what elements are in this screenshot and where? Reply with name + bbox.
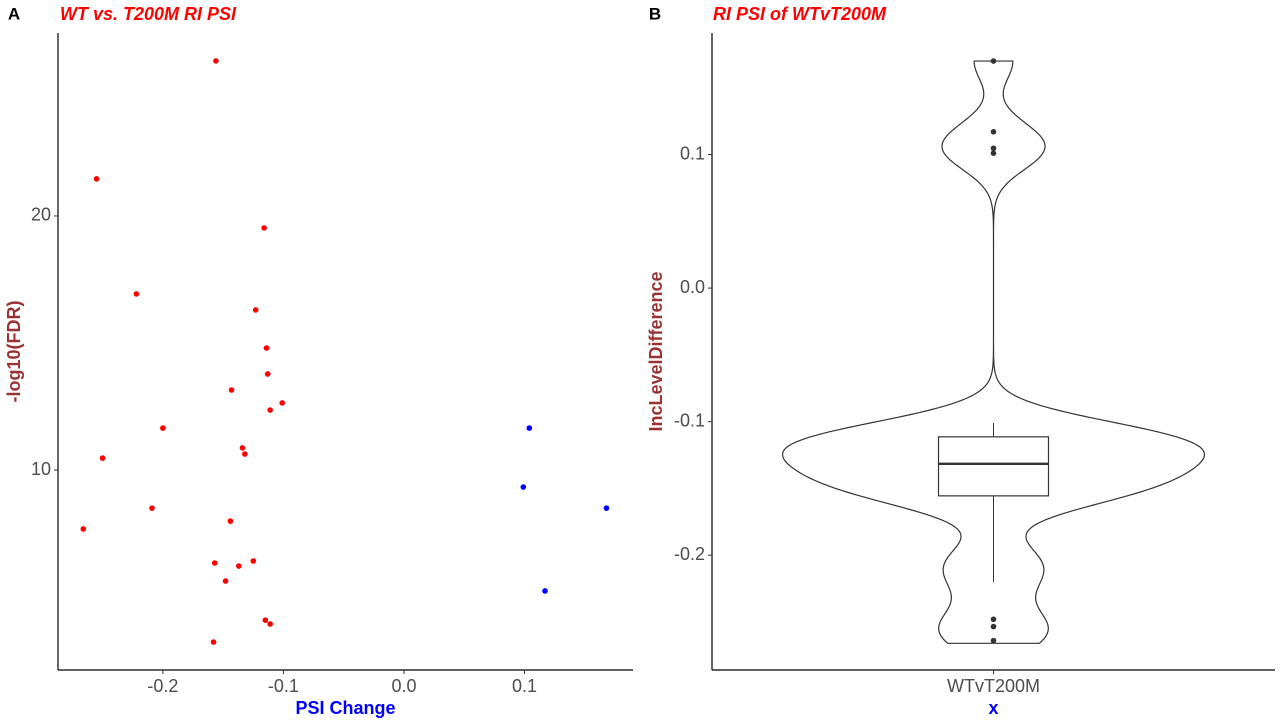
point <box>239 445 246 451</box>
outlier <box>990 150 997 156</box>
point <box>250 558 257 564</box>
panel-label: B <box>649 4 661 23</box>
point <box>262 617 269 623</box>
outlier <box>990 637 997 644</box>
x-axis-label: x <box>988 698 998 718</box>
chart-title: WT vs. T200M RI PSI <box>60 4 237 24</box>
y-tick-label: 20 <box>31 205 51 225</box>
x-tick-label: 0.1 <box>512 676 537 696</box>
point <box>99 455 106 461</box>
point <box>227 518 234 524</box>
point <box>236 563 242 569</box>
point <box>252 307 259 313</box>
y-tick-label: 0.1 <box>680 143 705 163</box>
point <box>133 291 140 297</box>
y-tick-label: -0.2 <box>674 544 705 564</box>
x-axis-label: PSI Change <box>295 698 395 718</box>
outlier <box>990 623 997 630</box>
point <box>210 639 217 645</box>
point <box>264 371 271 377</box>
violin <box>781 60 1206 644</box>
box <box>937 436 1050 497</box>
point <box>211 560 218 566</box>
x-tick-label: 0.0 <box>391 676 416 696</box>
point <box>80 526 87 532</box>
x-tick-label: -0.1 <box>268 676 299 696</box>
point <box>213 58 219 64</box>
point <box>228 387 235 393</box>
point <box>542 588 548 594</box>
y-tick-label: 0.0 <box>680 277 705 297</box>
y-tick-label: 10 <box>31 459 51 479</box>
point <box>93 176 100 182</box>
x-tick-label: -0.2 <box>147 676 178 696</box>
point <box>160 425 166 431</box>
point <box>242 451 248 457</box>
outlier <box>990 129 997 135</box>
point <box>261 225 267 231</box>
outlier <box>990 58 997 64</box>
point <box>263 345 270 351</box>
point <box>526 425 533 431</box>
point <box>279 400 286 406</box>
point <box>222 578 229 584</box>
point <box>267 407 273 413</box>
x-tick-label: WTvT200M <box>947 676 1040 696</box>
chart-title: RI PSI of WTvT200M <box>713 4 887 24</box>
point <box>520 484 527 490</box>
y-axis-label: -log10(FDR) <box>4 301 24 403</box>
panel-label: A <box>8 4 20 23</box>
y-tick-label: -0.1 <box>674 410 705 430</box>
outlier <box>990 145 997 152</box>
y-axis-label: IncLevelDifference <box>646 271 666 431</box>
outlier <box>990 616 997 623</box>
point <box>603 505 610 511</box>
point <box>149 505 155 511</box>
point <box>267 621 273 627</box>
